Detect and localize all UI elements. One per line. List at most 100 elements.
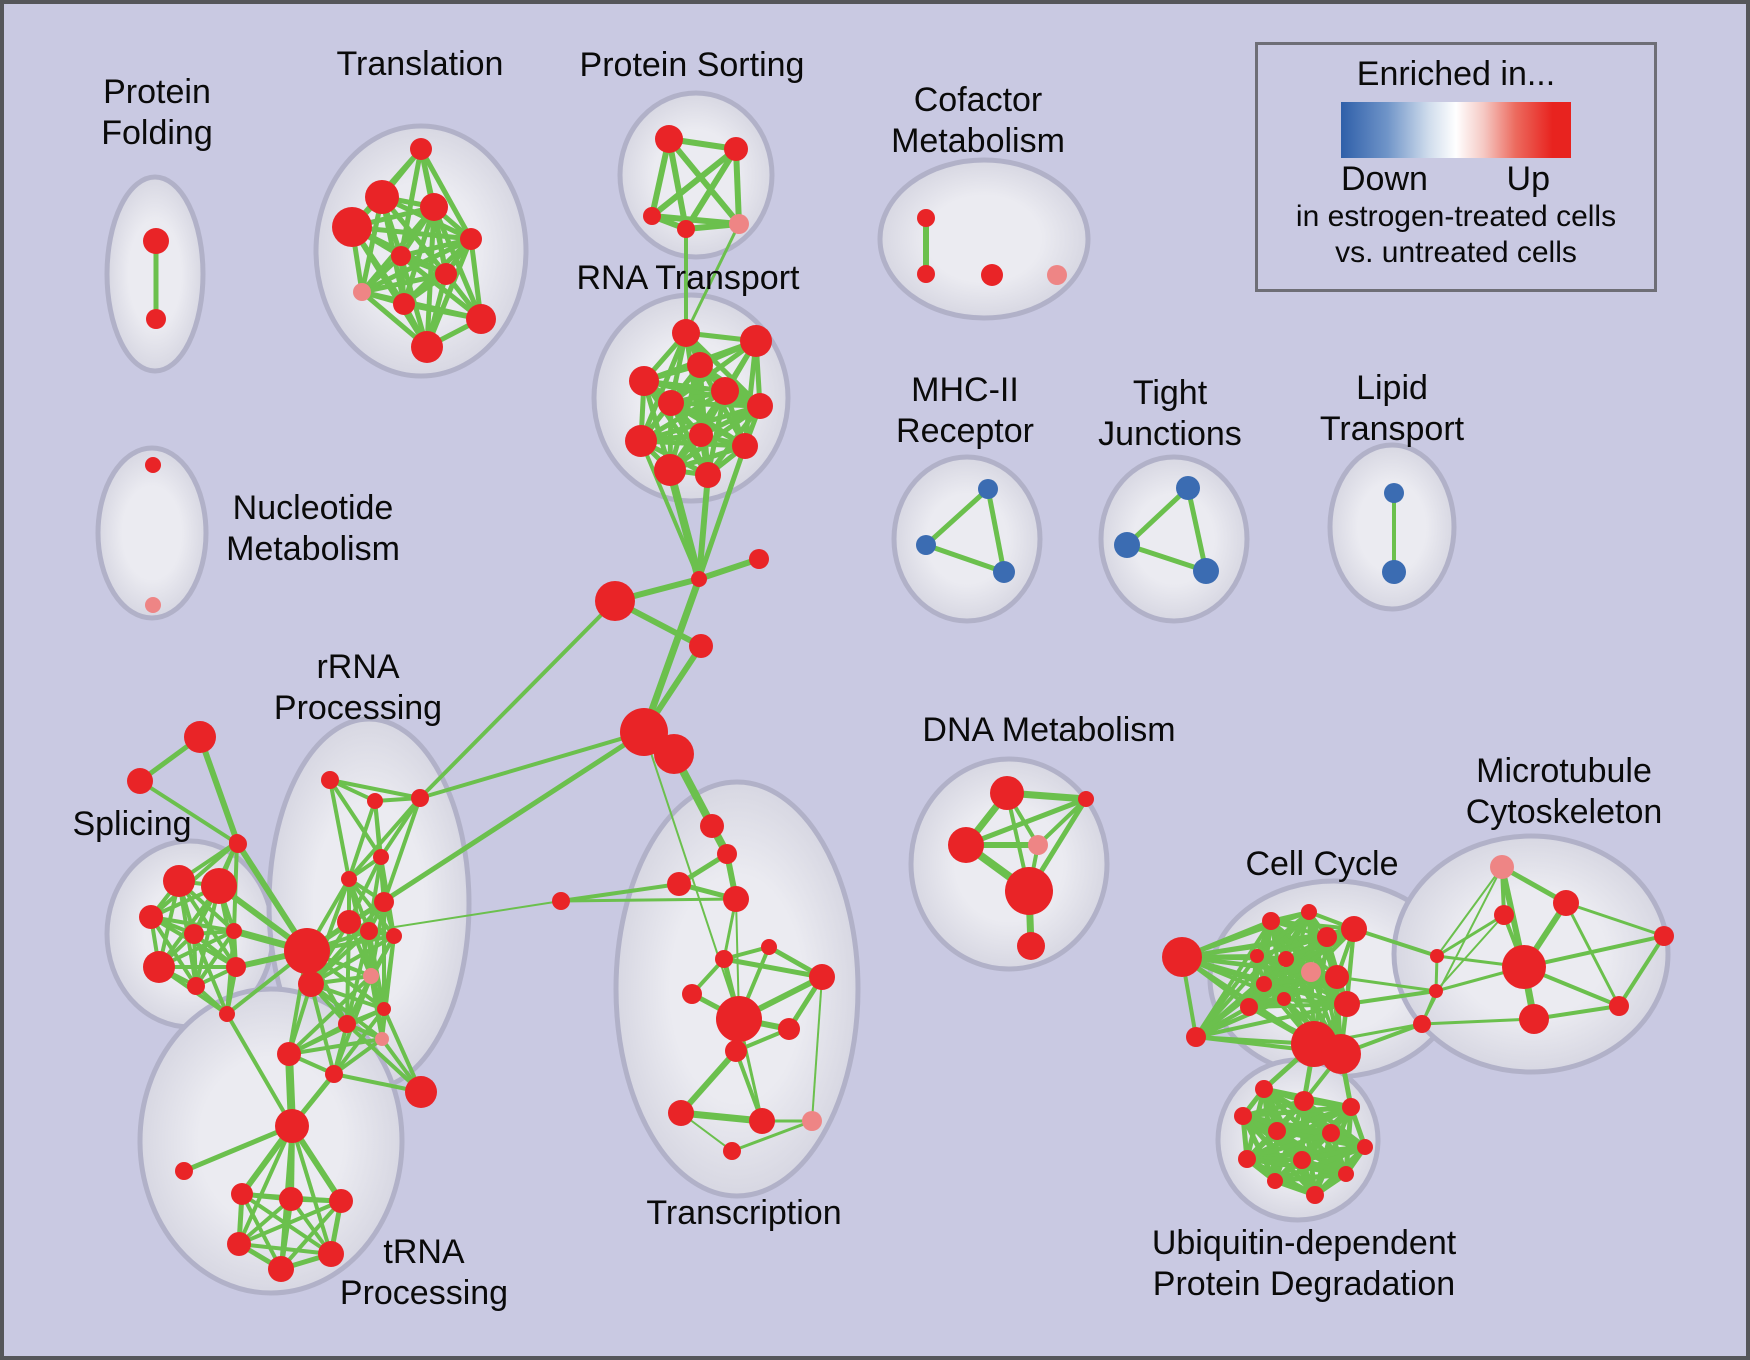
microtubule-cytoskeleton-node — [1429, 984, 1443, 998]
protein-folding-label: Folding — [101, 114, 213, 152]
connector-edge — [643, 731, 740, 1020]
mhc-ii-receptor-edge — [985, 488, 1007, 573]
trna-processing-edge — [238, 1199, 342, 1246]
cell-cycle-node — [1334, 991, 1360, 1017]
ubiquitin-degradation-node — [1238, 1150, 1256, 1168]
ubiquitin-degradation-node — [1357, 1139, 1373, 1155]
rrna-processing-node — [321, 771, 339, 789]
translation-node — [365, 180, 399, 214]
legend-axis-labels: Down Up — [1258, 158, 1654, 199]
rrna-processing-node — [363, 968, 379, 984]
legend-down-label: Down — [1341, 160, 1428, 198]
tight-junctions-label: Junctions — [1098, 415, 1242, 453]
rrna-processing-node — [338, 1015, 356, 1033]
ubiquitin-degradation-edge — [1246, 1130, 1332, 1162]
splicing-node — [201, 868, 237, 904]
cell-cycle-edge — [1248, 975, 1338, 1009]
ubiquitin-degradation-node — [1293, 1151, 1311, 1169]
protein-sorting-label: Protein Sorting — [580, 46, 805, 84]
rrna-processing-edge — [309, 934, 396, 986]
lipid-transport-node — [1384, 483, 1404, 503]
nucleotide-metabolism-node — [145, 597, 161, 613]
trna-processing-node — [227, 1232, 251, 1256]
rrna-processing-node — [374, 892, 394, 912]
trna-processing-edge — [183, 1123, 293, 1174]
cofactor-metabolism-label: Metabolism — [891, 122, 1065, 160]
microtubule-cytoskeleton-edge — [1523, 934, 1665, 969]
network-nodes — [127, 125, 1674, 1282]
cell-cycle-edge — [1248, 1002, 1348, 1009]
splicing-edge — [177, 879, 238, 969]
cell-cycle-node — [1240, 998, 1258, 1016]
rna-transport-node — [625, 425, 657, 457]
connector-node — [184, 721, 216, 753]
splicing-node — [184, 924, 204, 944]
cofactor-metabolism-node — [917, 265, 935, 283]
dna-metabolism-edge — [1036, 797, 1088, 847]
rrna-processing-edge — [347, 800, 377, 880]
protein-sorting-edge — [733, 148, 742, 225]
connector-edge — [1353, 927, 1438, 958]
transcription-label: Transcription — [646, 1194, 841, 1232]
lipid-transport-label: Lipid — [1356, 369, 1428, 407]
trna-processing-label: tRNA — [383, 1233, 465, 1271]
microtubule-cytoskeleton-node — [1654, 926, 1674, 946]
rna-transport-node — [740, 325, 772, 357]
cell-cycle-edge — [1263, 982, 1348, 1006]
ubiquitin-degradation-label: Ubiquitin-dependent — [1152, 1224, 1457, 1262]
trna-processing-edge — [279, 1199, 343, 1271]
mhc-ii-receptor-edge — [925, 542, 1005, 575]
cofactor-metabolism-node — [981, 264, 1003, 286]
rrna-processing-edge — [382, 797, 422, 903]
rrna-processing-edge — [345, 1022, 423, 1094]
rna-transport-node — [658, 390, 684, 416]
rrna-processing-node — [298, 971, 324, 997]
translation-edge — [400, 236, 472, 259]
protein-sorting-edge — [666, 137, 742, 226]
cell-cycle-node — [1301, 962, 1321, 982]
rrna-processing-node — [277, 1042, 301, 1066]
translation-node — [411, 331, 443, 363]
transcription-edge — [811, 976, 823, 1122]
ubiquitin-degradation-node — [1306, 1186, 1324, 1204]
rna-transport-edge — [742, 340, 759, 447]
trna-processing-node — [175, 1162, 193, 1180]
connector-edge — [696, 445, 748, 580]
protein-folding-node — [143, 228, 169, 254]
rrna-processing-edge — [288, 1007, 385, 1056]
ubiquitin-degradation-node — [1294, 1091, 1314, 1111]
connector-edge — [684, 223, 741, 334]
rna-transport-edge — [670, 400, 761, 409]
cell-cycle-edge — [1255, 910, 1311, 958]
legend-caption-line1: in estrogen-treated cells — [1295, 200, 1617, 233]
translation-node — [353, 283, 371, 301]
ubiquitin-degradation-edge — [1274, 1171, 1347, 1184]
connector-edge — [1336, 975, 1437, 993]
connector-edge — [418, 599, 617, 800]
translation-node — [393, 293, 415, 315]
splicing-node — [143, 951, 175, 983]
trna-processing-node — [329, 1189, 353, 1213]
cell-cycle-edge — [1256, 927, 1355, 958]
nucleotide-metabolism-ellipse — [95, 445, 209, 621]
transcription-node — [761, 939, 777, 955]
transcription-node — [552, 892, 570, 910]
connector-edge — [698, 556, 760, 582]
microtubule-cytoskeleton-edge — [1617, 934, 1666, 1008]
connector-edge — [419, 730, 645, 800]
microtubule-cytoskeleton-edge — [1565, 901, 1665, 938]
tight-junctions-edge — [1126, 542, 1207, 574]
tight-junctions-edge — [1185, 487, 1209, 572]
translation-node — [410, 138, 432, 160]
tight-junctions-node — [1193, 558, 1219, 584]
transcription-node — [715, 950, 733, 968]
cell-cycle-label: Cell Cycle — [1245, 845, 1398, 883]
splicing-node — [219, 1006, 235, 1022]
rrna-processing-node — [284, 928, 330, 974]
dna-metabolism-node — [990, 776, 1024, 810]
connector-node — [691, 571, 707, 587]
rna-transport-label: RNA Transport — [577, 259, 801, 297]
connector-edge — [696, 474, 711, 580]
cell-cycle-node — [1341, 916, 1367, 942]
trna-processing-edge — [237, 1125, 294, 1245]
